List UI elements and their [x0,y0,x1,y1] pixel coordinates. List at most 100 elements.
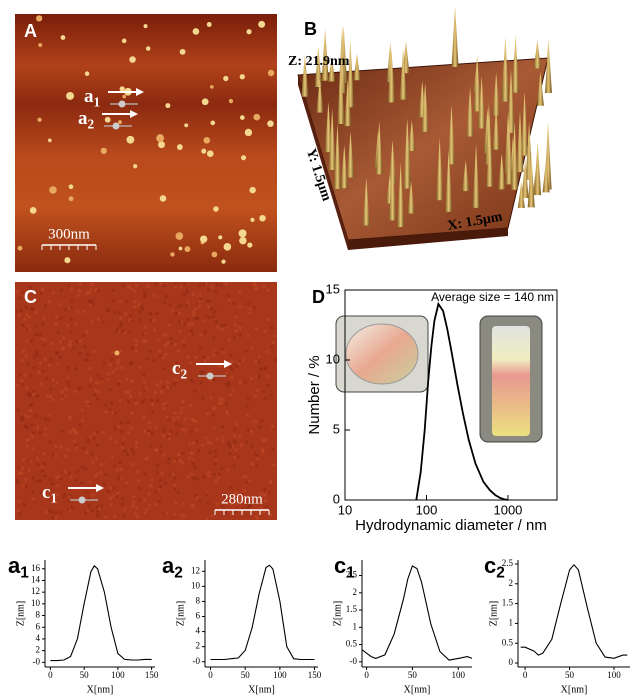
texture [22,484,25,487]
texture [66,324,69,327]
texture [27,438,30,441]
texture [68,496,71,499]
texture [122,330,125,333]
texture [117,426,120,429]
texture [211,285,214,288]
texture [116,362,119,365]
texture [26,444,29,447]
x-tick-label: 50 [80,670,90,680]
texture [167,462,170,465]
texture [188,323,191,326]
figure: Aa1a2300nmBZ: 21.9nmY: 1.5μmX: 1.5μmCc2c… [0,0,635,697]
texture [240,444,243,447]
texture [29,374,32,377]
texture [132,505,135,508]
texture [81,481,84,484]
texture [192,310,195,313]
particle [64,257,70,263]
texture [153,329,156,332]
texture [32,497,35,500]
y-tick-label: 10 [191,580,201,590]
x-tick-label: 0 [523,670,528,680]
texture [110,503,113,506]
texture [52,454,55,457]
texture [218,398,221,401]
texture [162,356,165,359]
texture [51,511,54,514]
texture [267,491,270,494]
texture [249,307,252,310]
texture [156,471,159,474]
particle [122,39,127,44]
texture [255,420,258,423]
texture [118,312,121,315]
scale-bar-label: 280nm [221,491,263,507]
texture [143,381,146,384]
texture [139,392,142,395]
texture [239,333,242,336]
texture [30,308,33,311]
texture [151,411,154,414]
texture [181,427,184,430]
texture [59,511,62,514]
texture [148,426,151,429]
texture [271,425,274,428]
texture [88,505,91,508]
texture [97,289,100,292]
texture [162,284,165,287]
texture [133,305,136,308]
texture [162,333,165,336]
texture [199,294,202,297]
panel-label: C [24,287,37,307]
y-axis-label: Number / % [306,355,323,434]
texture [75,322,78,325]
texture [32,431,35,434]
texture [258,355,261,358]
texture [245,475,248,478]
texture [159,450,162,453]
texture [36,463,39,466]
texture [130,427,133,430]
particle [184,123,188,127]
texture [25,387,28,390]
texture [21,466,24,469]
texture [41,322,44,325]
particle [85,71,90,76]
texture [127,286,130,289]
texture [56,484,59,487]
texture [36,457,39,460]
texture [69,340,72,343]
texture [191,333,194,336]
texture [39,333,42,336]
texture [118,461,121,464]
texture [225,282,228,285]
texture [114,412,117,415]
texture [91,509,94,512]
texture [273,334,276,337]
texture [176,432,179,435]
texture [193,313,196,316]
texture [55,315,58,318]
vial [492,326,530,436]
texture [43,317,46,320]
profile-particle [207,373,214,380]
texture [123,437,126,440]
texture [75,479,78,482]
texture [164,353,167,356]
texture [78,352,81,355]
texture [138,498,141,501]
texture [69,344,72,347]
texture [178,321,181,324]
texture [212,336,215,339]
particle [259,215,266,222]
texture [272,341,275,344]
texture [48,419,51,422]
particle [133,164,137,168]
texture [181,400,184,403]
texture [85,451,88,454]
texture [133,512,136,515]
texture [93,350,96,353]
y-tick-label: 5 [333,421,340,436]
texture [67,376,70,379]
texture [41,470,44,473]
